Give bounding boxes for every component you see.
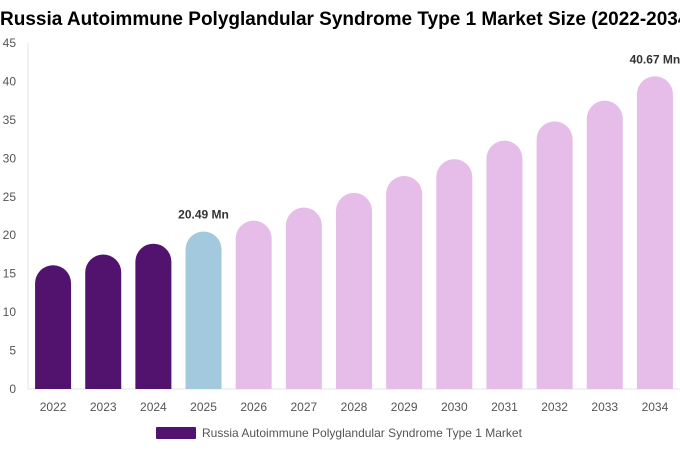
- bar-2026: [235, 220, 272, 389]
- y-tick-label: 35: [3, 113, 17, 127]
- y-tick-label: 30: [3, 151, 17, 165]
- bar-2034: [636, 76, 673, 389]
- bars: [35, 76, 673, 389]
- legend-label: Russia Autoimmune Polyglandular Syndrome…: [202, 426, 522, 440]
- x-tick-label: 2033: [591, 400, 618, 414]
- y-tick-label: 15: [3, 267, 17, 281]
- bar-2024: [135, 243, 172, 389]
- y-tick-label: 10: [3, 305, 17, 319]
- legend: Russia Autoimmune Polyglandular Syndrome…: [156, 426, 522, 440]
- bar-2029: [386, 176, 423, 389]
- legend-swatch: [156, 427, 196, 439]
- x-tick-label: 2022: [40, 400, 67, 414]
- y-tick-label: 40: [3, 74, 17, 88]
- x-tick-label: 2026: [240, 400, 267, 414]
- x-tick-label: 2032: [541, 400, 568, 414]
- x-tick-label: 2031: [491, 400, 518, 414]
- x-tick-label: 2025: [190, 400, 217, 414]
- bar-2031: [486, 140, 523, 389]
- data-label-2034: 40.67 Mn: [630, 52, 680, 66]
- y-tick-label: 25: [3, 190, 17, 204]
- x-tick-label: 2023: [90, 400, 117, 414]
- bar-2028: [336, 192, 372, 389]
- y-tick-label: 45: [3, 36, 17, 50]
- bar-2030: [436, 159, 473, 389]
- bar-2025: [185, 231, 222, 389]
- x-tick-label: 2028: [341, 400, 368, 414]
- x-tick-label: 2027: [290, 400, 317, 414]
- bar-2032: [536, 121, 573, 389]
- chart-title: Russia Autoimmune Polyglandular Syndrome…: [0, 9, 680, 30]
- x-tick-label: 2024: [140, 400, 167, 414]
- y-tick-label: 5: [9, 344, 16, 358]
- x-tick-label: 2029: [391, 400, 418, 414]
- x-tick-label: 2034: [642, 400, 669, 414]
- bar-2023: [85, 254, 122, 389]
- data-label-2025: 20.49 Mn: [178, 207, 229, 221]
- x-tick-label: 2030: [441, 400, 468, 414]
- data-labels: 20.49 Mn 40.67 Mn: [178, 52, 680, 221]
- y-tick-label: 0: [9, 382, 16, 396]
- bar-2027: [285, 207, 322, 389]
- y-tick-label: 20: [3, 228, 17, 242]
- bar-2022: [35, 265, 72, 389]
- bar-2033: [586, 100, 623, 389]
